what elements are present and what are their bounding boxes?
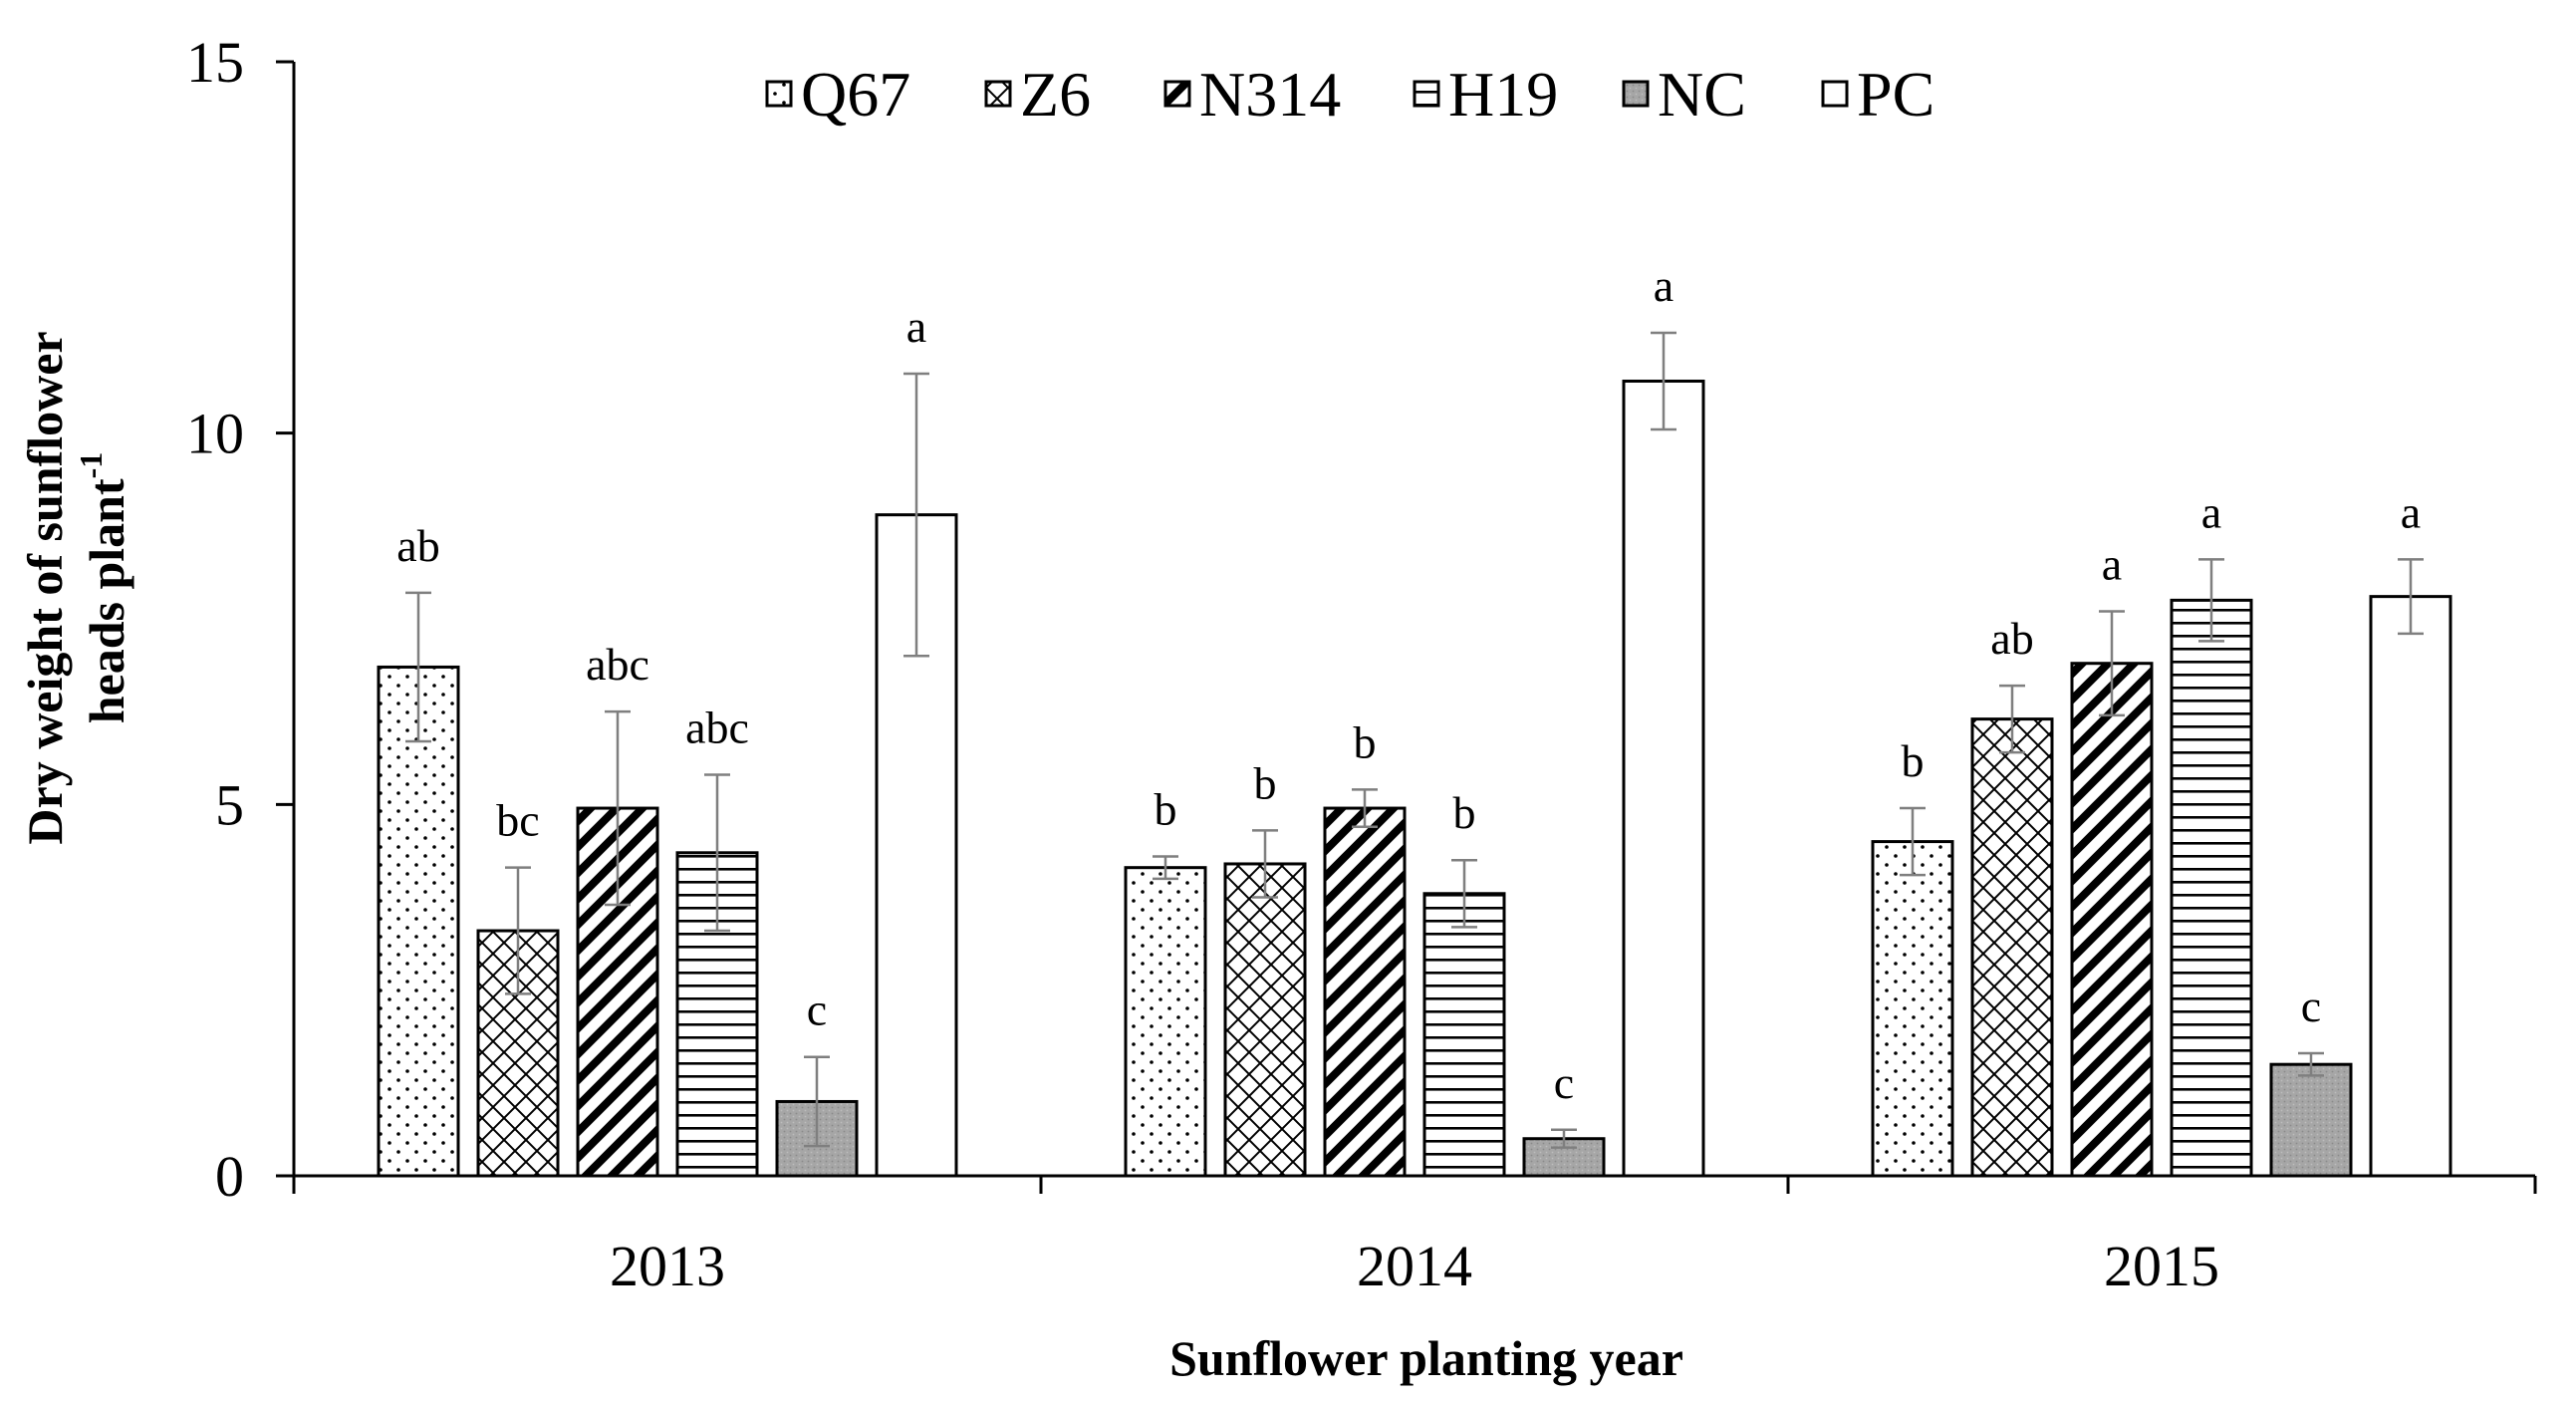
bar-z6-2015 <box>1970 717 2054 1178</box>
bar-z6-2014 <box>1223 862 1307 1178</box>
y-tick-label: 15 <box>186 30 244 95</box>
legend-label-nc: NC <box>1658 59 1746 130</box>
legend-label-h19: H19 <box>1448 59 1558 130</box>
significance-label: a <box>2201 486 2221 537</box>
significance-label: a <box>2102 539 2122 590</box>
legend: Q67 Z6 N314 H19 NC PC <box>765 59 1934 130</box>
y-axis-title-line1: Dry weight of sunflower <box>17 331 73 844</box>
bar-nc-2015 <box>2269 1062 2353 1178</box>
bar-pc-2014 <box>1622 379 1705 1178</box>
significance-label: b <box>1155 784 1177 835</box>
legend-swatch-h19 <box>1413 80 1440 108</box>
significance-label: b <box>1453 787 1476 838</box>
significance-label: ab <box>1990 613 2033 664</box>
y-axis-title-line2: heads plant-1 <box>73 452 134 724</box>
bar-h19-2015 <box>2170 598 2253 1178</box>
legend-label-z6: Z6 <box>1020 59 1091 130</box>
significance-label: bc <box>496 795 539 846</box>
significance-label: ab <box>396 520 439 571</box>
y-tick-label: 10 <box>186 402 244 466</box>
significance-label: c <box>1554 1057 1574 1108</box>
legend-swatch-n314 <box>1163 80 1191 108</box>
significance-label: b <box>1354 716 1377 767</box>
y-tick-label: 0 <box>215 1144 244 1209</box>
legend-label-q67: Q67 <box>801 59 910 130</box>
legend-swatch-q67 <box>765 80 793 108</box>
y-axis-title: Dry weight of sunflower heads plant-1 <box>17 331 134 844</box>
significance-label: a <box>1654 260 1674 311</box>
significance-label: c <box>2301 981 2321 1031</box>
significance-label: c <box>807 984 827 1035</box>
x-tick-label: 2013 <box>610 1234 725 1298</box>
bar-h19-2014 <box>1422 892 1506 1178</box>
bar-q67-2013 <box>377 665 460 1178</box>
significance-label: a <box>906 301 926 352</box>
bar-n314-2014 <box>1323 806 1407 1178</box>
legend-swatch-pc <box>1821 80 1849 108</box>
x-axis-title: Sunflower planting year <box>1169 1330 1683 1386</box>
x-tick-label: 2015 <box>2104 1234 2219 1298</box>
legend-swatch-z6 <box>984 80 1012 108</box>
bar-q67-2014 <box>1124 866 1207 1178</box>
bar-pc-2015 <box>2369 595 2452 1178</box>
legend-label-pc: PC <box>1857 59 1934 130</box>
legend-swatch-nc <box>1622 80 1650 108</box>
significance-label: abc <box>586 639 649 690</box>
x-tick-label: 2014 <box>1357 1234 1472 1298</box>
bar-q67-2015 <box>1871 840 1954 1178</box>
y-tick-label: 5 <box>215 772 244 837</box>
bar-n314-2015 <box>2070 662 2154 1178</box>
significance-label: abc <box>685 702 749 753</box>
significance-label: b <box>1902 735 1925 786</box>
significance-label: b <box>1254 757 1277 808</box>
significance-label: a <box>2401 486 2421 537</box>
axes-layer: 0 5 10 15 2013 2014 2015 <box>186 30 2537 1298</box>
legend-label-n314: N314 <box>1199 59 1341 130</box>
